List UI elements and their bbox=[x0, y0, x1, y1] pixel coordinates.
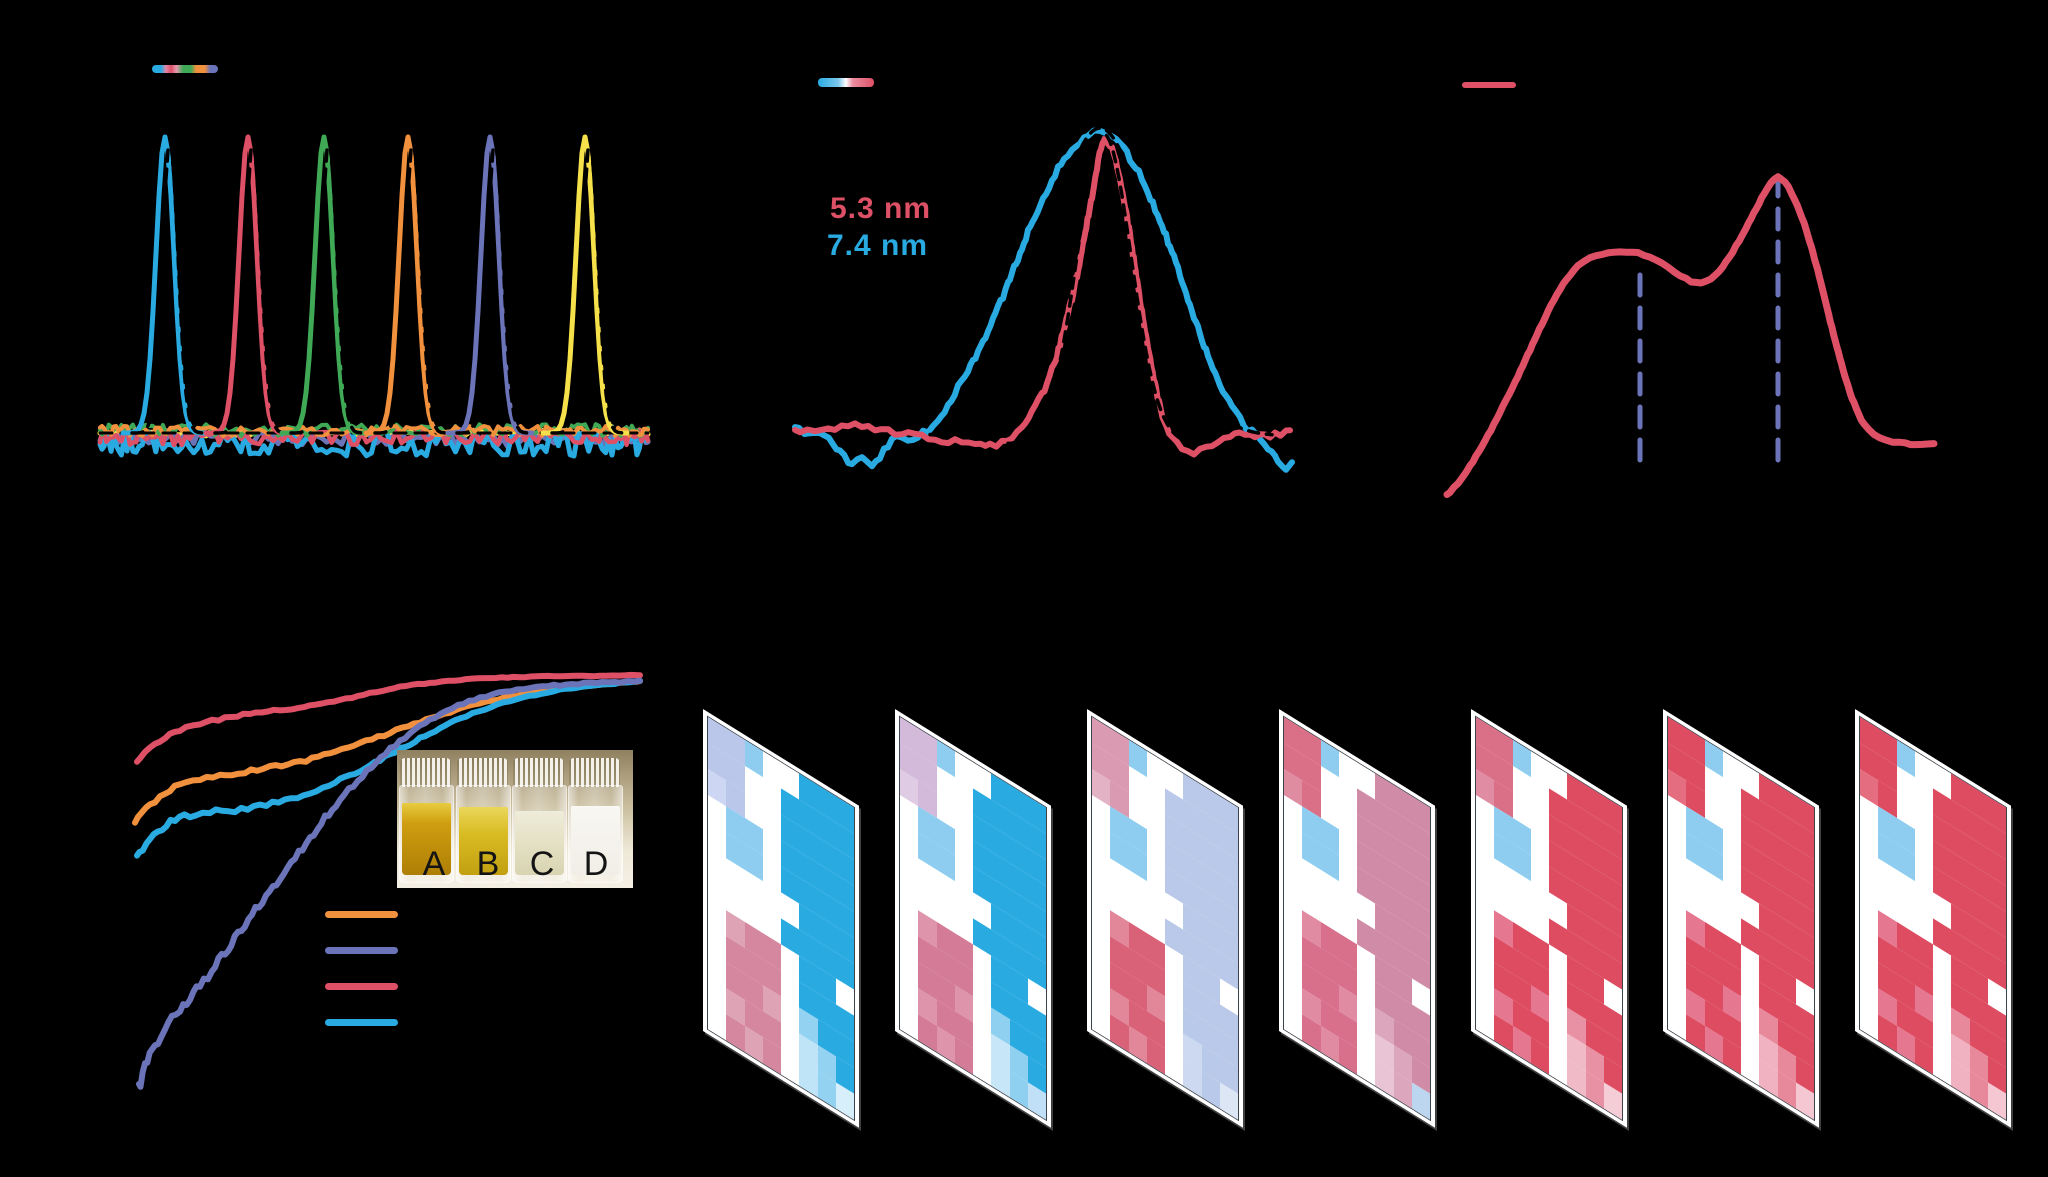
legend-gradient-multicolor bbox=[152, 65, 218, 73]
vial-liquid bbox=[571, 806, 620, 875]
peak-fit-dashed bbox=[213, 141, 292, 435]
vial-photo-inset: A B C D bbox=[397, 750, 633, 888]
peak-fit-dashed bbox=[373, 141, 452, 435]
legend-swatch-orange bbox=[325, 911, 398, 918]
vial-cap bbox=[400, 758, 451, 787]
vial-cap bbox=[457, 758, 508, 787]
distribution-curve-red bbox=[792, 136, 1293, 458]
label-size-7-4nm: 7.4 nm bbox=[827, 229, 929, 262]
legend-swatch-slate bbox=[325, 947, 398, 954]
vial-letter-d: D bbox=[583, 845, 609, 883]
vial-liquid bbox=[402, 803, 451, 875]
vial-body bbox=[456, 785, 511, 883]
gaussian-fit-dashed bbox=[928, 126, 1274, 437]
noise-line-cyan bbox=[97, 427, 651, 459]
distribution-curve-cyan bbox=[792, 127, 1295, 473]
slate-curve bbox=[136, 678, 643, 1090]
vial-letter-c: C bbox=[529, 845, 555, 883]
vial-liquid bbox=[459, 807, 508, 875]
vial-letter-a: A bbox=[422, 845, 446, 883]
vial-body bbox=[512, 785, 567, 883]
red-curve bbox=[134, 671, 643, 765]
vial-cap bbox=[513, 758, 564, 787]
bimodal-curve-red bbox=[1443, 173, 1938, 498]
vial-body bbox=[399, 785, 454, 883]
peak-fit-dashed bbox=[289, 141, 368, 435]
vial-letter-b: B bbox=[476, 845, 500, 883]
vial-body bbox=[568, 785, 623, 883]
legend-swatch-red bbox=[325, 983, 398, 990]
vial-liquid bbox=[515, 811, 564, 875]
legend-gradient-blue-red bbox=[818, 78, 874, 87]
legend-line-red bbox=[1462, 82, 1516, 88]
legend-swatch-cyan bbox=[325, 1019, 398, 1026]
peak-fit-dashed bbox=[130, 141, 209, 435]
vial-cap bbox=[569, 758, 620, 787]
gaussian-fit-dashed bbox=[1006, 132, 1202, 446]
peak-fit-dashed bbox=[455, 141, 534, 435]
peak-fit-dashed bbox=[550, 141, 629, 435]
label-size-5-3nm: 5.3 nm bbox=[830, 192, 932, 225]
